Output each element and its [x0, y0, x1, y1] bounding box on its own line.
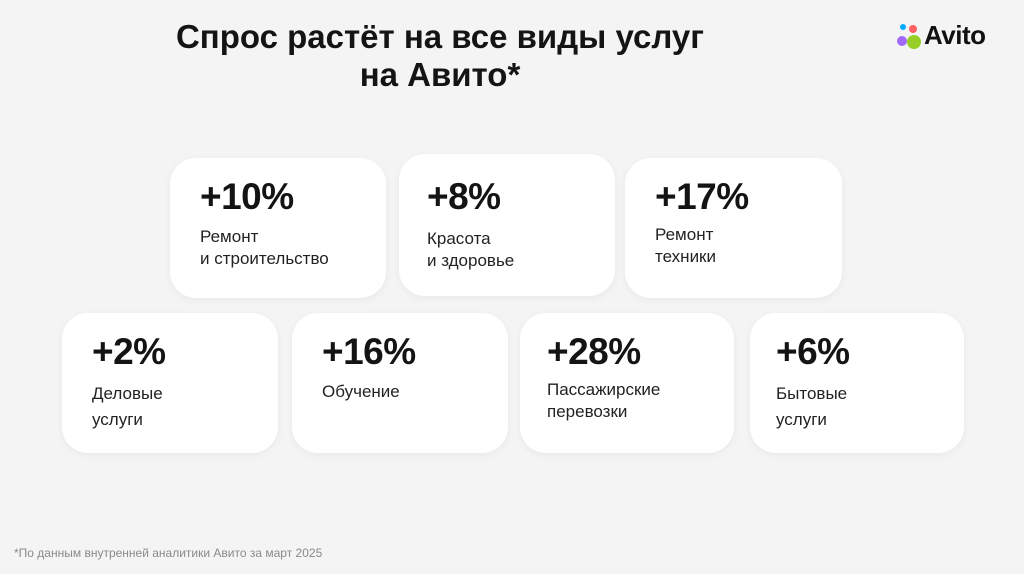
- stat-label: Красота и здоровье: [427, 228, 514, 272]
- stat-value: +10%: [200, 176, 294, 217]
- stat-label-line: Обучение: [322, 382, 400, 401]
- stat-label: Пассажирские перевозки: [547, 379, 660, 423]
- avito-dots-icon: [897, 24, 921, 49]
- stat-label-line: и строительство: [200, 249, 329, 268]
- stat-label-line: услуги: [776, 410, 827, 429]
- stat-value: +16%: [322, 331, 416, 372]
- stat-card-beauty-health: +8% Красота и здоровье: [399, 154, 615, 296]
- page-title: Спрос растёт на все виды услуг на Авито*: [100, 18, 780, 94]
- stat-label: Бытовые услуги: [776, 381, 847, 433]
- title-line-1: Спрос растёт на все виды услуг: [175, 18, 705, 55]
- stat-card-household-services: +6% Бытовые услуги: [750, 313, 964, 453]
- stat-value: +6%: [776, 331, 850, 372]
- stat-label-line: Пассажирские: [547, 380, 661, 399]
- stat-label-line: техники: [655, 247, 716, 266]
- stat-label-line: Красота: [427, 229, 491, 248]
- stat-label-line: перевозки: [547, 402, 628, 421]
- stat-value: +17%: [655, 176, 749, 217]
- stat-label: Обучение: [322, 381, 400, 403]
- stat-label-line: и здоровье: [427, 251, 515, 270]
- stat-card-business-services: +2% Деловые услуги: [62, 313, 278, 453]
- stat-card-tech-repair: +17% Ремонт техники: [625, 158, 842, 298]
- stat-label-line: Ремонт: [655, 225, 714, 244]
- stat-value: +8%: [427, 176, 501, 217]
- stat-label-line: Бытовые: [776, 384, 848, 403]
- stat-card-passenger-transport: +28% Пассажирские перевозки: [520, 313, 734, 453]
- stat-label: Ремонт техники: [655, 224, 716, 268]
- title-line-2: на Авито*: [359, 56, 521, 93]
- stat-label-line: Ремонт: [200, 227, 259, 246]
- stat-label-line: услуги: [92, 410, 143, 429]
- stat-label: Деловые услуги: [92, 381, 163, 433]
- stat-label-line: Деловые: [92, 384, 163, 403]
- stat-value: +28%: [547, 331, 641, 372]
- stat-label: Ремонт и строительство: [200, 226, 329, 270]
- footnote: *По данным внутренней аналитики Авито за…: [14, 546, 323, 560]
- stat-card-repair-construction: +10% Ремонт и строительство: [170, 158, 386, 298]
- avito-logo: Avito: [894, 20, 1004, 54]
- logo-text: Avito: [924, 20, 986, 50]
- stat-card-education: +16% Обучение: [292, 313, 508, 453]
- stat-value: +2%: [92, 331, 166, 372]
